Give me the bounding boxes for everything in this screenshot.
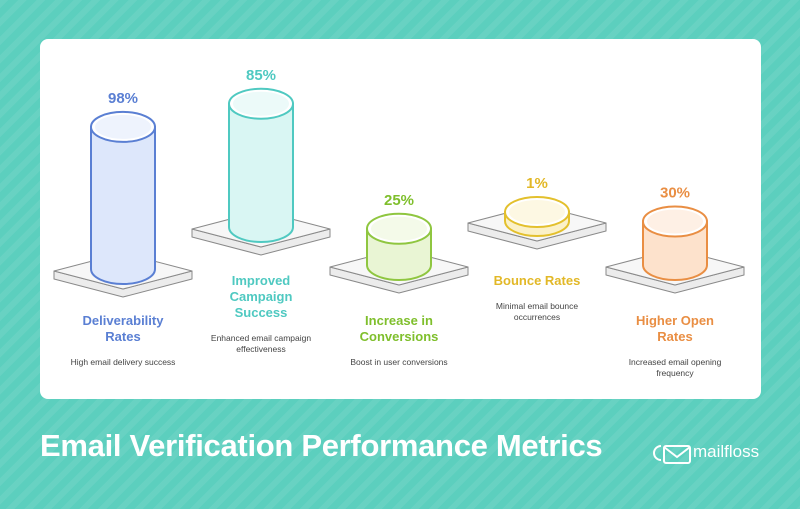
category-label-higher-open-rates-1: Rates (657, 329, 692, 344)
value-label-improved-campaign-success: 85% (246, 67, 276, 84)
bar-top-shade-increase-in-conversions (371, 216, 427, 241)
category-label-deliverability-rates-1: Rates (105, 329, 140, 344)
description-increase-in-conversions-0: Boost in user conversions (350, 357, 447, 367)
value-label-bounce-rates: 1% (526, 175, 548, 192)
category-label-increase-in-conversions-1: Conversions (360, 329, 439, 344)
bar-higher-open-rates (642, 220, 708, 281)
description-bounce-rates-1: occurrences (514, 312, 560, 322)
description-deliverability-rates-0: High email delivery success (71, 357, 176, 367)
category-label-improved-campaign-success-0: Improved (232, 273, 291, 288)
description-bounce-rates-0: Minimal email bounce (496, 301, 578, 311)
description-higher-open-rates-1: frequency (656, 368, 694, 378)
category-label-higher-open-rates-0: Higher Open (636, 313, 714, 328)
bar-top-shade-bounce-rates (509, 200, 565, 224)
mailfloss-logo: mailfloss (647, 436, 772, 470)
category-label-bounce-rates-0: Bounce Rates (494, 273, 581, 288)
description-improved-campaign-success-1: effectiveness (236, 344, 285, 354)
bar-deliverability-rates (90, 125, 156, 285)
bar-improved-campaign-success (228, 102, 294, 243)
description-higher-open-rates-0: Increased email opening (629, 357, 722, 367)
category-label-improved-campaign-success-2: Success (235, 305, 288, 320)
bar-top-shade-improved-campaign-success (233, 91, 289, 116)
category-label-increase-in-conversions-0: Increase in (365, 313, 433, 328)
value-label-increase-in-conversions: 25% (384, 192, 414, 209)
value-label-higher-open-rates: 30% (660, 185, 690, 202)
description-improved-campaign-success-0: Enhanced email campaign (211, 333, 311, 343)
bar-top-shade-deliverability-rates (95, 114, 151, 139)
value-label-deliverability-rates: 98% (108, 90, 138, 107)
category-label-improved-campaign-success-1: Campaign (230, 289, 293, 304)
brand-name: mailfloss (693, 442, 760, 461)
page-title: Email Verification Performance Metrics (40, 428, 603, 463)
bar-top-shade-higher-open-rates (647, 209, 703, 234)
category-label-deliverability-rates-0: Deliverability (83, 313, 165, 328)
envelope-icon (653, 445, 691, 464)
chart-card: 98% Deliverability Rates High email deliver… (40, 39, 761, 399)
